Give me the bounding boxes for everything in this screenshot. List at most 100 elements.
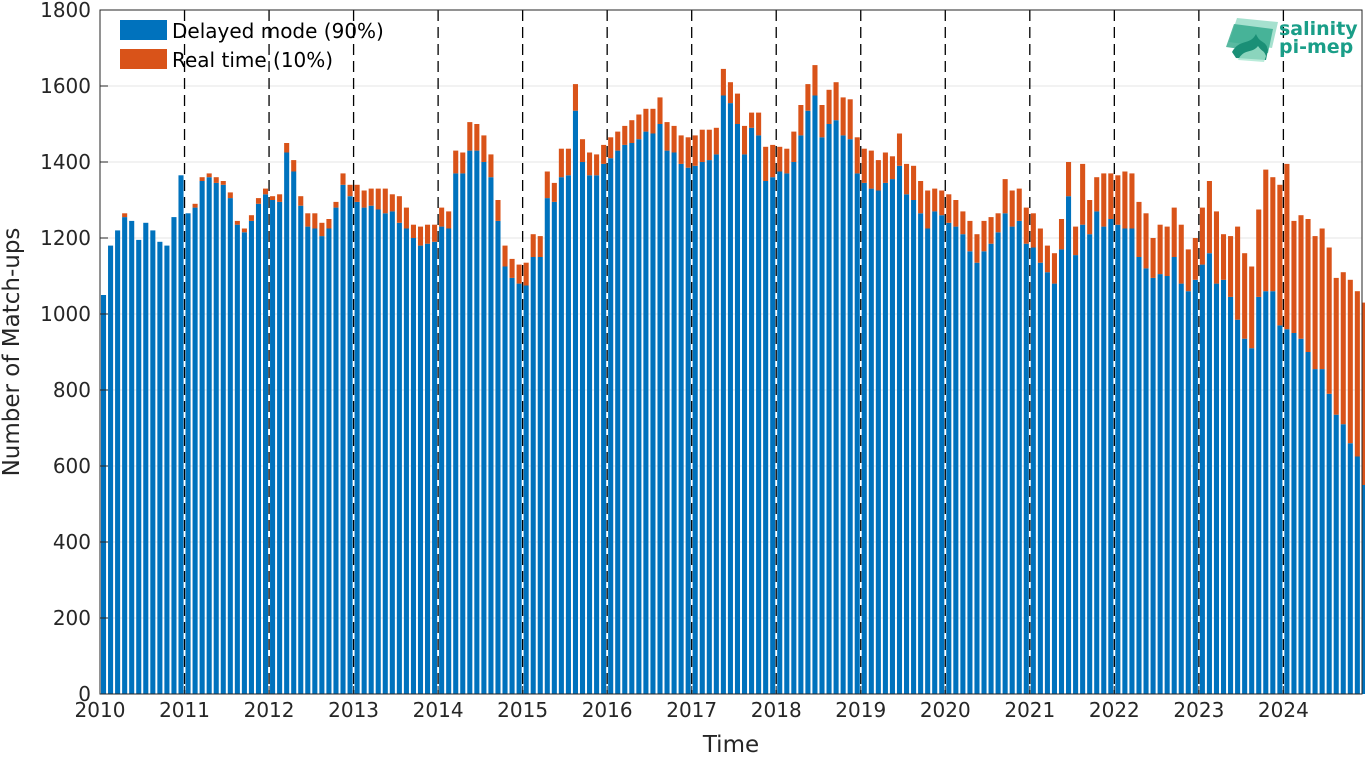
bar-delayed bbox=[1235, 319, 1241, 694]
bar-realtime bbox=[368, 188, 374, 206]
bar-realtime bbox=[1178, 224, 1184, 284]
bar-realtime bbox=[741, 125, 748, 155]
y-tick-label: 1800 bbox=[40, 0, 91, 22]
bar-delayed bbox=[861, 182, 867, 694]
bar-realtime bbox=[446, 211, 452, 229]
plot-frame bbox=[99, 9, 1363, 695]
bar-delayed bbox=[115, 230, 121, 694]
bar-realtime bbox=[1319, 228, 1325, 370]
bar-delayed bbox=[319, 236, 325, 694]
bar-realtime bbox=[1030, 213, 1036, 248]
bar-realtime bbox=[967, 220, 973, 252]
bar-realtime bbox=[523, 262, 529, 286]
bar-realtime bbox=[551, 182, 557, 202]
bar-delayed bbox=[1073, 255, 1079, 694]
bar-delayed bbox=[1016, 220, 1022, 694]
bar-realtime bbox=[298, 196, 304, 206]
bar-realtime bbox=[558, 148, 564, 178]
bar-realtime bbox=[854, 137, 860, 174]
bar-realtime bbox=[544, 171, 550, 199]
bar-delayed bbox=[1094, 211, 1100, 694]
bar-realtime bbox=[572, 84, 579, 111]
bar-delayed bbox=[136, 239, 142, 694]
bar-delayed bbox=[1298, 338, 1304, 694]
bar-delayed bbox=[812, 95, 818, 694]
x-tick-label: 2017 bbox=[666, 698, 717, 722]
bar-realtime bbox=[206, 173, 212, 178]
bar-delayed bbox=[1037, 262, 1043, 694]
x-tick-label: 2014 bbox=[413, 698, 464, 722]
bar-delayed bbox=[234, 224, 240, 694]
bar-realtime bbox=[1143, 213, 1149, 269]
bar-delayed bbox=[1058, 249, 1065, 694]
bar-realtime bbox=[410, 224, 416, 238]
bar-realtime bbox=[382, 188, 388, 214]
bar-delayed bbox=[1305, 352, 1311, 694]
bar-realtime bbox=[1249, 266, 1255, 349]
bar-realtime bbox=[474, 124, 480, 151]
bar-delayed bbox=[312, 228, 318, 694]
bar-delayed bbox=[988, 243, 994, 694]
x-tick-label: 2015 bbox=[497, 698, 548, 722]
bar-delayed bbox=[537, 257, 543, 694]
bar-realtime bbox=[1044, 245, 1050, 273]
bar-realtime bbox=[1073, 226, 1079, 256]
bar-realtime bbox=[727, 82, 733, 104]
bar-realtime bbox=[389, 194, 395, 212]
bar-delayed bbox=[1206, 253, 1212, 694]
bar-delayed bbox=[1143, 268, 1149, 694]
y-tick-label: 200 bbox=[53, 606, 91, 630]
bar-delayed bbox=[291, 171, 297, 694]
bar-realtime bbox=[241, 228, 247, 233]
logo-text-salinity: salinity bbox=[1279, 18, 1358, 40]
bar-delayed bbox=[410, 238, 416, 694]
bar-realtime bbox=[601, 144, 607, 164]
bar-delayed bbox=[671, 152, 677, 694]
bar-delayed bbox=[896, 165, 903, 695]
bar-delayed bbox=[1228, 296, 1234, 694]
bar-delayed bbox=[826, 124, 832, 694]
bar-realtime bbox=[347, 184, 353, 197]
bar-delayed bbox=[1242, 338, 1248, 694]
bar-delayed bbox=[171, 217, 177, 694]
bar-delayed bbox=[981, 251, 987, 695]
bar-delayed bbox=[720, 95, 726, 694]
bar-delayed bbox=[1164, 276, 1170, 694]
salinity-pi-mep-logo: salinity pi-mep bbox=[1226, 18, 1358, 62]
bar-delayed bbox=[601, 163, 607, 694]
bar-realtime bbox=[784, 148, 790, 174]
bar-realtime bbox=[833, 82, 839, 121]
bar-delayed bbox=[741, 154, 748, 694]
bar-realtime bbox=[650, 108, 656, 134]
bar-realtime bbox=[361, 190, 367, 208]
bar-delayed bbox=[889, 179, 895, 695]
bar-delayed bbox=[791, 162, 797, 694]
bar-realtime bbox=[664, 122, 670, 151]
bar-realtime bbox=[1108, 173, 1114, 219]
bar-delayed bbox=[460, 173, 466, 694]
bar-realtime bbox=[502, 245, 508, 267]
bar-realtime bbox=[199, 177, 205, 181]
bar-delayed bbox=[882, 182, 888, 694]
bar-realtime bbox=[1312, 236, 1318, 370]
bar-realtime bbox=[1002, 179, 1008, 214]
bar-realtime bbox=[608, 137, 614, 159]
bar-delayed bbox=[587, 175, 593, 695]
bar-delayed bbox=[509, 277, 515, 694]
bar-realtime bbox=[1347, 279, 1353, 444]
bar-delayed bbox=[925, 228, 931, 694]
y-tick-label: 1400 bbox=[40, 150, 91, 174]
bar-delayed bbox=[784, 173, 790, 694]
bar-delayed bbox=[326, 228, 332, 694]
legend-swatch-realtime bbox=[120, 49, 167, 69]
bar-realtime bbox=[1291, 220, 1297, 333]
legend: Delayed mode (90%) Real time (10%) bbox=[120, 19, 384, 72]
bar-delayed bbox=[1108, 219, 1114, 694]
bar-delayed bbox=[192, 207, 198, 694]
bar-realtime bbox=[1016, 188, 1022, 221]
bar-realtime bbox=[460, 152, 466, 174]
bar-delayed bbox=[523, 285, 529, 694]
bar-realtime bbox=[777, 146, 783, 172]
bar-realtime bbox=[1136, 201, 1142, 257]
bar-delayed bbox=[425, 243, 431, 694]
